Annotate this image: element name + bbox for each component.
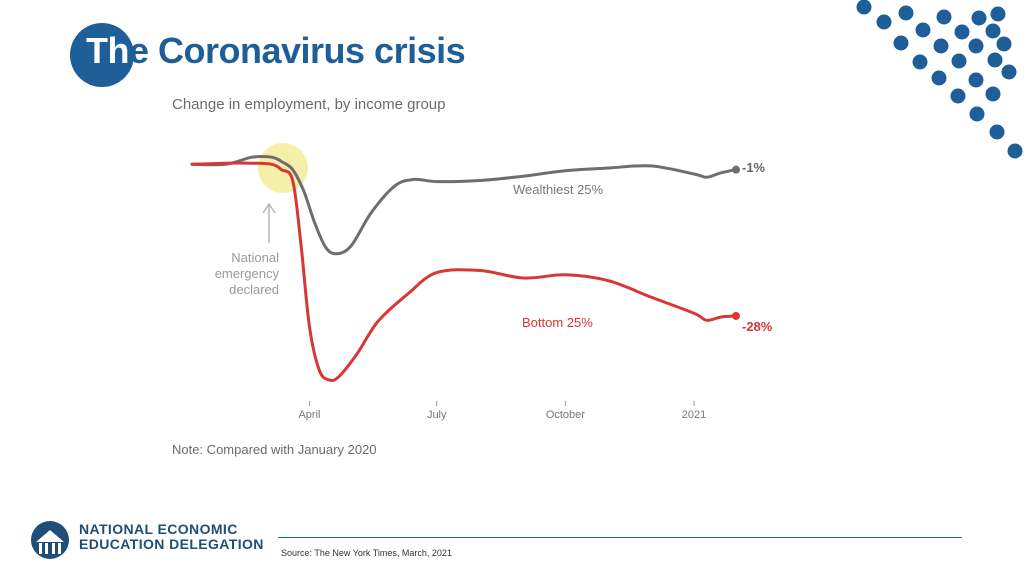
series-end-point [732, 165, 740, 174]
series-end-point [732, 311, 740, 320]
decorative-dot [915, 22, 931, 38]
decorative-dot [987, 52, 1003, 68]
decorative-dot [893, 35, 909, 51]
decorative-dot [989, 124, 1005, 140]
emergency-highlight-marker [257, 143, 308, 193]
decorative-dot [856, 0, 872, 15]
x-tick-label: October [546, 409, 585, 421]
footer-divider [278, 537, 962, 538]
decorative-dot [936, 9, 952, 25]
series-end-value-label: -1% [742, 160, 766, 175]
organization-name-line2: EDUCATION DELEGATION [79, 536, 264, 552]
decorative-dot [990, 6, 1006, 22]
x-tick-label: July [427, 409, 447, 421]
slide-title: The Coronavirus crisis [86, 30, 466, 72]
series-line-wealthiest [190, 154, 738, 256]
decorative-dot [876, 14, 892, 30]
series-label: Bottom 25% [522, 315, 593, 330]
x-tick-label: April [298, 409, 320, 421]
decorative-dot [951, 53, 967, 69]
slide-title-lead: Th [86, 30, 129, 71]
decorative-dot [1001, 64, 1017, 80]
decorative-dot [950, 88, 966, 104]
decorative-dot [912, 54, 928, 70]
organization-name-line1: NATIONAL ECONOMIC [79, 521, 238, 537]
decorative-dot [933, 38, 949, 54]
decorative-dot [971, 10, 987, 26]
decorative-dot [968, 38, 984, 54]
chart-note: Note: Compared with January 2020 [172, 442, 377, 457]
decorative-dot [931, 70, 947, 86]
decorative-dot [954, 24, 970, 40]
decorative-dot [968, 72, 984, 88]
decorative-dot [985, 23, 1001, 39]
title-accent-circle [70, 23, 134, 87]
decorative-dot [1007, 143, 1023, 159]
chart-title: Change in employment, by income group [172, 96, 446, 113]
x-tick-label: 2021 [682, 409, 706, 421]
series-label: Wealthiest 25% [513, 182, 604, 197]
annotation-text: emergency [215, 266, 280, 281]
decorative-dot [898, 5, 914, 21]
series-line-bottom [190, 161, 738, 383]
slide-title-rest: e Coronavirus crisis [128, 30, 466, 71]
annotation-arrowhead [262, 202, 276, 214]
decorative-dot [996, 36, 1012, 52]
annotation-text: declared [229, 282, 279, 297]
organization-name: NATIONAL ECONOMIC EDUCATION DELEGATION [79, 522, 264, 552]
decorative-dot [969, 106, 985, 122]
decorative-dot [985, 86, 1001, 102]
building-logo-icon [31, 521, 69, 559]
annotation-text: National [231, 250, 279, 265]
source-citation: Source: The New York Times, March, 2021 [281, 548, 452, 558]
series-end-value-label: -28% [742, 319, 773, 334]
